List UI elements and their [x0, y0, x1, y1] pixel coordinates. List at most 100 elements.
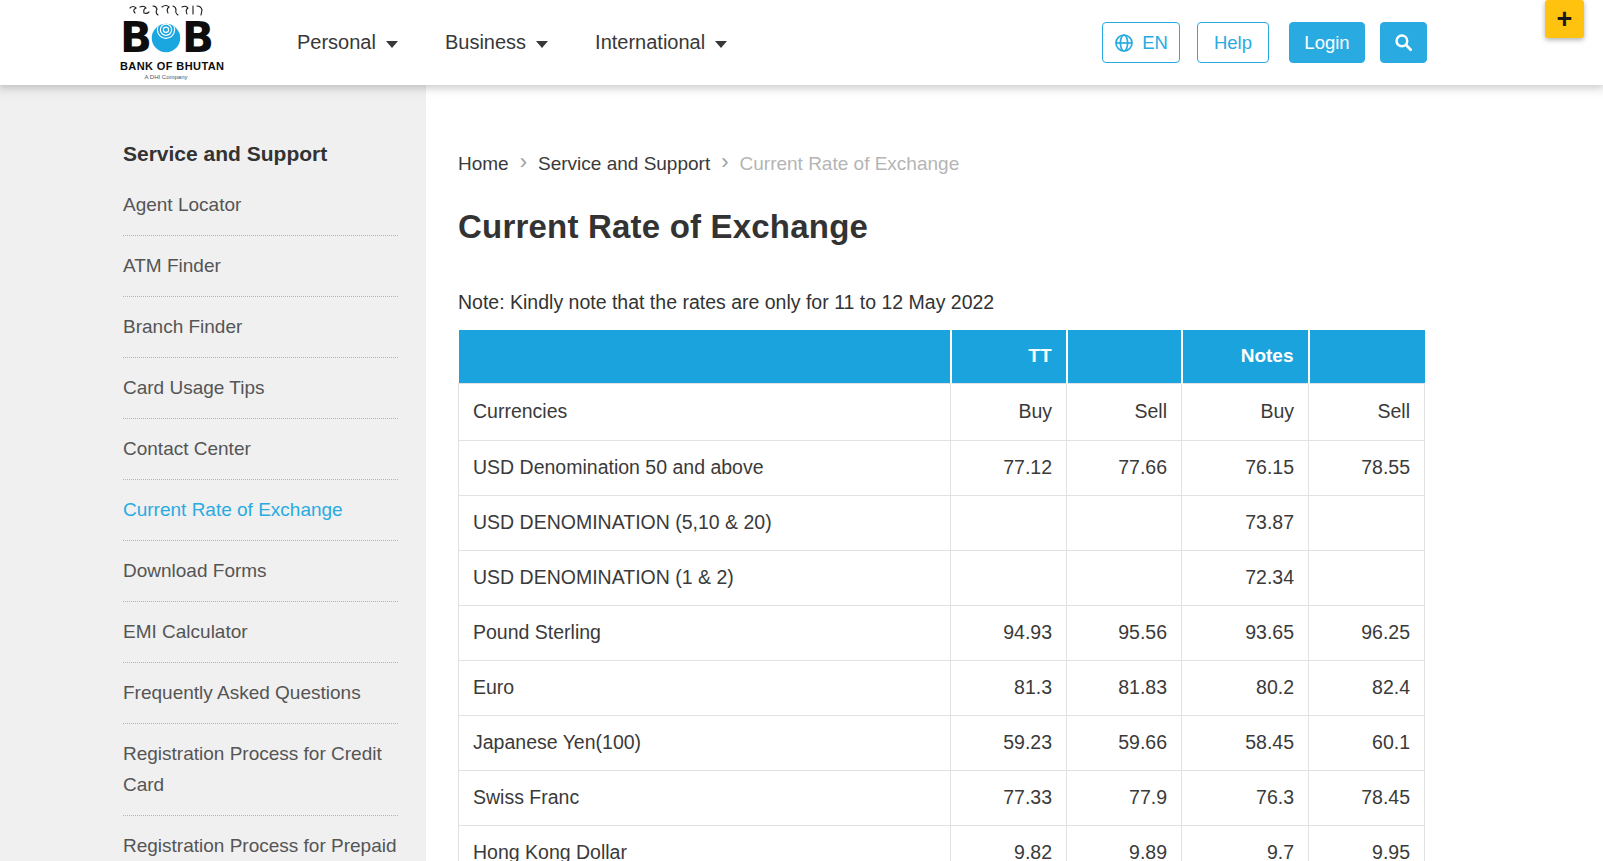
- table-row: USD Denomination 50 and above77.1277.667…: [459, 440, 1425, 495]
- cell-currency: Japanese Yen(100): [459, 715, 951, 770]
- sidebar-item-registration-process-for-credit-card[interactable]: Registration Process for Credit Card: [123, 724, 398, 816]
- sidebar-item-label: Contact Center: [123, 438, 251, 459]
- cell-rate: 77.66: [1067, 440, 1182, 495]
- page-title: Current Rate of Exchange: [458, 208, 1603, 246]
- sidebar-item-label: Registration Process for Credit Card: [123, 743, 382, 795]
- sidebar-item-agent-locator[interactable]: Agent Locator: [123, 175, 398, 236]
- subheader-currencies: Currencies: [459, 383, 951, 440]
- nav-item-personal[interactable]: Personal: [297, 31, 398, 54]
- accessibility-plus-button[interactable]: +: [1545, 0, 1584, 38]
- rates-note: Note: Kindly note that the rates are onl…: [458, 291, 1603, 314]
- cell-rate: 76.15: [1182, 440, 1309, 495]
- sidebar-item-atm-finder[interactable]: ATM Finder: [123, 236, 398, 297]
- subheader-notes-buy: Buy: [1182, 383, 1309, 440]
- cell-currency: Pound Sterling: [459, 605, 951, 660]
- breadcrumb-current-page: Current Rate of Exchange: [740, 153, 960, 175]
- sidebar-item-label: Registration Process for Prepaid Card: [123, 835, 397, 861]
- cell-rate: 9.7: [1182, 825, 1309, 861]
- search-icon: [1394, 33, 1413, 52]
- search-button[interactable]: [1380, 22, 1427, 63]
- sidebar-item-frequently-asked-questions[interactable]: Frequently Asked Questions: [123, 663, 398, 724]
- sidebar-item-current-rate-of-exchange[interactable]: Current Rate of Exchange: [123, 480, 398, 541]
- cell-rate: [1067, 550, 1182, 605]
- table-row: Pound Sterling94.9395.5693.6596.25: [459, 605, 1425, 660]
- table-row: Japanese Yen(100)59.2359.6658.4560.1: [459, 715, 1425, 770]
- table-row: USD DENOMINATION (5,10 & 20)73.87: [459, 495, 1425, 550]
- cell-currency: Euro: [459, 660, 951, 715]
- cell-rate: 77.9: [1067, 770, 1182, 825]
- main-content: Home › Service and Support › Current Rat…: [426, 85, 1603, 861]
- cell-rate: 96.25: [1309, 605, 1425, 660]
- language-button[interactable]: EN: [1102, 22, 1180, 63]
- subheader-tt-buy: Buy: [951, 383, 1067, 440]
- help-button[interactable]: Help: [1197, 22, 1269, 63]
- cell-rate: [1309, 550, 1425, 605]
- sidebar-item-branch-finder[interactable]: Branch Finder: [123, 297, 398, 358]
- nav-item-international[interactable]: International: [595, 31, 727, 54]
- help-label: Help: [1214, 32, 1252, 54]
- breadcrumb-home[interactable]: Home: [458, 153, 509, 175]
- table-row: Euro81.381.8380.282.4: [459, 660, 1425, 715]
- login-button[interactable]: Login: [1289, 22, 1365, 63]
- sidebar-item-label: EMI Calculator: [123, 621, 248, 642]
- sidebar-menu: Agent Locator ATM Finder Branch Finder C…: [123, 175, 398, 861]
- sidebar-item-label: Download Forms: [123, 560, 267, 581]
- cell-rate: 76.3: [1182, 770, 1309, 825]
- cell-rate: 59.23: [951, 715, 1067, 770]
- sidebar-title: Service and Support: [123, 142, 398, 166]
- sidebar-item-label: ATM Finder: [123, 255, 221, 276]
- cell-rate: [951, 550, 1067, 605]
- cell-currency: Hong Kong Dollar: [459, 825, 951, 861]
- table-row: USD DENOMINATION (1 & 2)72.34: [459, 550, 1425, 605]
- breadcrumb: Home › Service and Support › Current Rat…: [458, 149, 1603, 179]
- cell-rate: 73.87: [1182, 495, 1309, 550]
- cell-rate: 9.95: [1309, 825, 1425, 861]
- sidebar: Service and Support Agent Locator ATM Fi…: [0, 85, 426, 861]
- bank-logo[interactable]: B B BANK OF BHUTAN A DHI Company: [120, 3, 212, 80]
- nav-label: International: [595, 31, 705, 54]
- nav-item-business[interactable]: Business: [445, 31, 548, 54]
- login-label: Login: [1304, 32, 1349, 54]
- cell-rate: 9.89: [1067, 825, 1182, 861]
- cell-currency: USD Denomination 50 and above: [459, 440, 951, 495]
- cell-rate: [1067, 495, 1182, 550]
- exchange-rates-table: TT Notes Currencies Buy Sell Buy Sell US…: [458, 330, 1425, 861]
- globe-icon: [1114, 33, 1134, 53]
- sidebar-item-registration-process-for-prepaid-card[interactable]: Registration Process for Prepaid Card: [123, 816, 398, 861]
- group-header-tt: TT: [951, 330, 1067, 383]
- header-actions: EN Help Login: [1102, 22, 1427, 63]
- cell-rate: 95.56: [1067, 605, 1182, 660]
- cell-rate: [1309, 495, 1425, 550]
- subheader-tt-sell: Sell: [1067, 383, 1182, 440]
- cell-rate: 77.12: [951, 440, 1067, 495]
- group-header-empty: [1309, 330, 1425, 383]
- table-subheader-row: Currencies Buy Sell Buy Sell: [459, 383, 1425, 440]
- page-layout: Service and Support Agent Locator ATM Fi…: [0, 85, 1603, 861]
- logo-circle-o-icon: [151, 18, 181, 58]
- subheader-notes-sell: Sell: [1309, 383, 1425, 440]
- cell-rate: 81.83: [1067, 660, 1182, 715]
- group-header-notes: Notes: [1182, 330, 1309, 383]
- breadcrumb-service-and-support[interactable]: Service and Support: [538, 153, 710, 175]
- logo-letter-b2: B: [182, 17, 212, 59]
- sidebar-item-contact-center[interactable]: Contact Center: [123, 419, 398, 480]
- top-header: B B BANK OF BHUTAN A DHI Company Persona…: [0, 0, 1603, 85]
- sidebar-item-label: Card Usage Tips: [123, 377, 265, 398]
- cell-currency: Swiss Franc: [459, 770, 951, 825]
- chevron-down-icon: [386, 41, 398, 48]
- sidebar-item-download-forms[interactable]: Download Forms: [123, 541, 398, 602]
- sidebar-item-label: Frequently Asked Questions: [123, 682, 361, 703]
- sidebar-item-label: Branch Finder: [123, 316, 242, 337]
- sidebar-item-emi-calculator[interactable]: EMI Calculator: [123, 602, 398, 663]
- cell-rate: 81.3: [951, 660, 1067, 715]
- bank-name-text: BANK OF BHUTAN: [120, 60, 212, 72]
- group-header-empty: [459, 330, 951, 383]
- sidebar-item-label: Agent Locator: [123, 194, 241, 215]
- nav-label: Business: [445, 31, 526, 54]
- cell-rate: 58.45: [1182, 715, 1309, 770]
- table-row: Swiss Franc77.3377.976.378.45: [459, 770, 1425, 825]
- table-row: Hong Kong Dollar9.829.899.79.95: [459, 825, 1425, 861]
- chevron-right-icon: ›: [520, 149, 527, 179]
- sidebar-item-card-usage-tips[interactable]: Card Usage Tips: [123, 358, 398, 419]
- cell-rate: 82.4: [1309, 660, 1425, 715]
